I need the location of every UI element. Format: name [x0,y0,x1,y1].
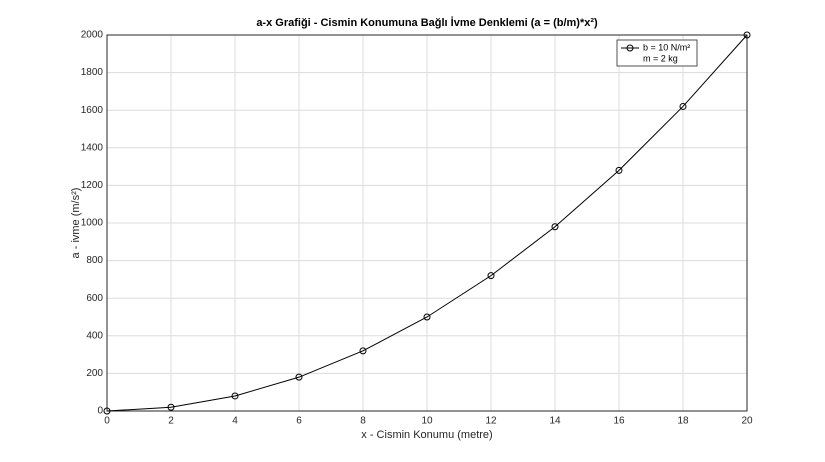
x-tick-label: 4 [232,416,238,427]
x-tick-label: 6 [296,416,302,427]
x-tick-label: 16 [613,416,625,427]
y-tick-label: 1800 [81,67,104,78]
x-tick-label: 18 [677,416,689,427]
data-line [106,34,748,412]
y-axis-label: a - ivme (m/s²) [70,188,82,259]
y-tick-label: 1400 [81,142,104,153]
data-marker [679,102,687,110]
chart-title: a-x Grafiği - Cismin Konumuna Bağlı İvme… [256,16,598,29]
legend-label: m = 2 kg [643,53,678,63]
y-tick-label: 400 [86,330,103,341]
legend-box [616,39,698,67]
y-tick-label: 200 [86,368,103,379]
y-tick-label: 1600 [81,105,104,116]
axes-box [106,34,748,412]
x-tick-label: 14 [549,416,561,427]
y-tick-label: 600 [86,293,103,304]
y-tick-label: 1200 [81,180,104,191]
data-marker [295,373,303,381]
data-marker [615,166,623,174]
x-axis-label: x - Cismin Konumu (metre) [361,429,492,441]
data-marker [167,403,175,411]
data-marker [359,347,367,355]
x-tick-label: 10 [421,416,433,427]
data-marker [551,223,559,231]
legend-label: b = 10 N/m² [643,42,690,52]
y-tick-label: 1000 [81,218,104,229]
data-marker [423,313,431,321]
y-tick-label: 800 [86,255,103,266]
x-tick-label: 8 [360,416,366,427]
x-tick-label: 0 [104,416,110,427]
data-marker [103,407,111,415]
y-tick-label: 2000 [81,30,104,41]
x-tick-label: 2 [168,416,174,427]
data-marker [743,31,751,39]
data-marker [487,272,495,280]
x-tick-label: 20 [741,416,753,427]
y-tick-label: 0 [97,406,103,417]
legend-marker [626,44,634,52]
x-tick-label: 12 [485,416,497,427]
data-marker [231,392,239,400]
